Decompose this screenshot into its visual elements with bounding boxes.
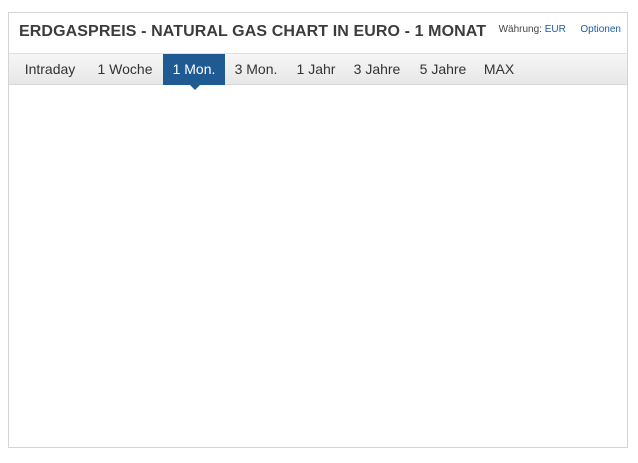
active-tab-indicator <box>189 84 201 90</box>
tab-3-years[interactable]: 3 Jahre <box>353 61 401 77</box>
options-link[interactable]: Optionen <box>580 24 621 35</box>
currency-label: Währung: <box>498 24 542 35</box>
tab-3-months[interactable]: 3 Mon. <box>234 61 278 77</box>
timeframe-tabs: Intraday 1 Woche 1 Mon. 3 Mon. 1 Jahr 3 … <box>9 53 627 85</box>
tab-1-year[interactable]: 1 Jahr <box>296 61 336 77</box>
tab-1-week[interactable]: 1 Woche <box>97 61 153 77</box>
tab-max[interactable]: MAX <box>483 61 515 77</box>
chart-widget: ERDGASPREIS - NATURAL GAS CHART IN EURO … <box>8 12 628 448</box>
header-controls: Währung: EUR Optionen <box>499 24 621 35</box>
tab-1-month[interactable]: 1 Mon. <box>163 54 225 85</box>
currency-selector[interactable]: EUR <box>544 24 566 35</box>
tab-5-years[interactable]: 5 Jahre <box>419 61 467 77</box>
widget-header: ERDGASPREIS - NATURAL GAS CHART IN EURO … <box>9 13 627 51</box>
tab-intraday[interactable]: Intraday <box>24 61 76 77</box>
chart-title: ERDGASPREIS - NATURAL GAS CHART IN EURO … <box>19 23 487 40</box>
